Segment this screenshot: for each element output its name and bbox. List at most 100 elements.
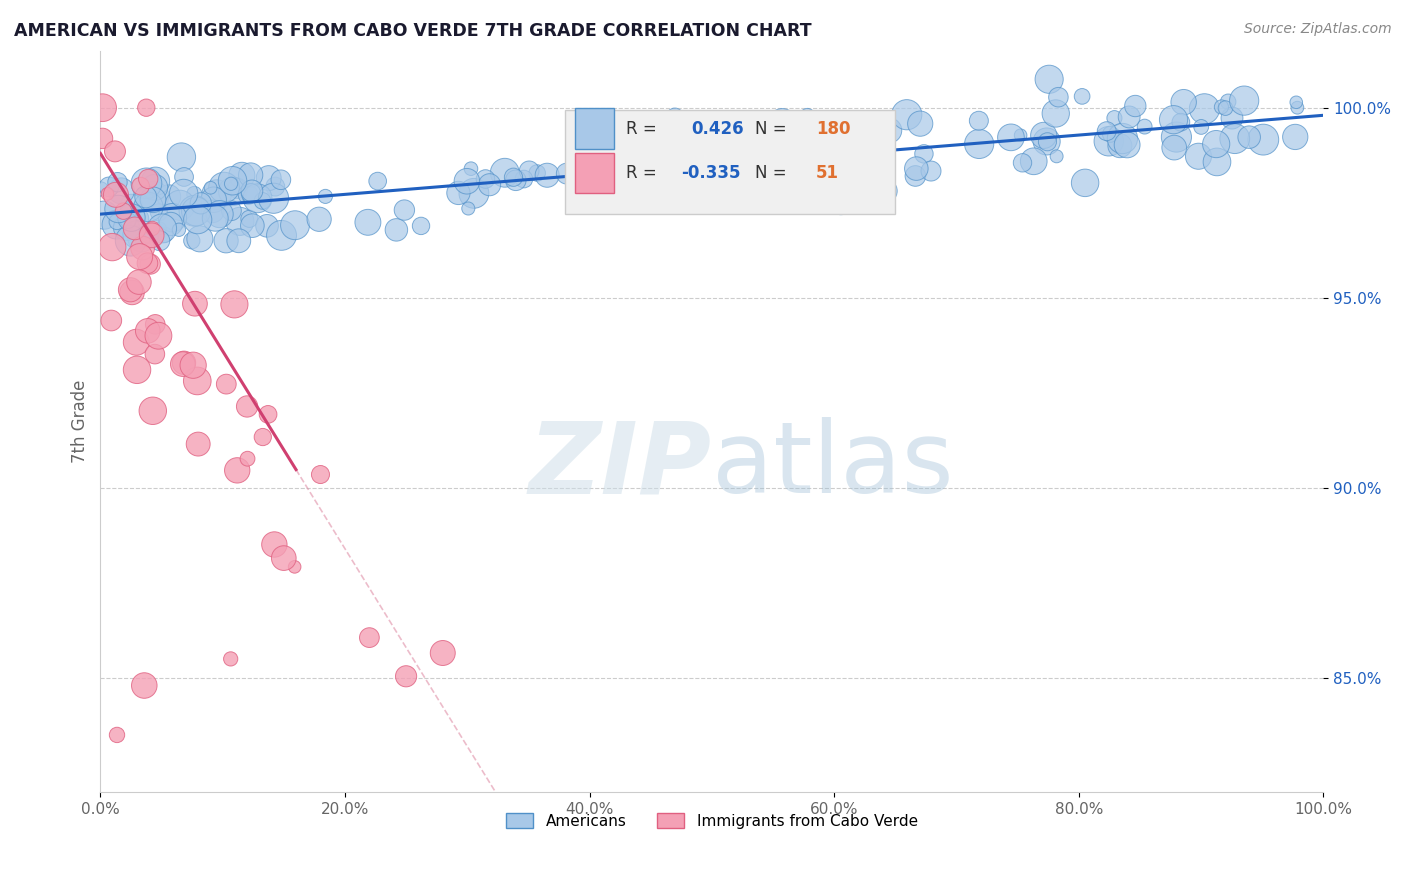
Text: R =: R = bbox=[626, 164, 662, 182]
Point bbox=[821, 143, 844, 157]
Point bbox=[830, 195, 852, 210]
Point bbox=[180, 234, 202, 248]
Point bbox=[173, 186, 195, 201]
Point bbox=[252, 430, 274, 444]
Point bbox=[240, 219, 263, 233]
Legend: Americans, Immigrants from Cabo Verde: Americans, Immigrants from Cabo Verde bbox=[498, 805, 925, 836]
Text: N =: N = bbox=[755, 120, 792, 137]
Point bbox=[967, 113, 990, 128]
Point bbox=[1046, 149, 1069, 163]
Point bbox=[838, 169, 860, 183]
Point bbox=[1111, 131, 1133, 145]
Point bbox=[139, 257, 162, 271]
Point bbox=[1108, 138, 1130, 153]
Point bbox=[284, 559, 307, 574]
Point bbox=[1251, 133, 1274, 147]
Point bbox=[1098, 134, 1121, 148]
Point bbox=[202, 193, 225, 207]
Point bbox=[138, 200, 160, 214]
Point bbox=[104, 187, 127, 202]
Point bbox=[157, 189, 180, 203]
Point bbox=[143, 347, 166, 361]
Point bbox=[181, 358, 204, 372]
Point bbox=[117, 213, 139, 227]
Point bbox=[125, 363, 148, 377]
Point bbox=[875, 184, 897, 198]
Point bbox=[394, 203, 416, 218]
Point bbox=[1173, 95, 1195, 110]
Text: AMERICAN VS IMMIGRANTS FROM CABO VERDE 7TH GRADE CORRELATION CHART: AMERICAN VS IMMIGRANTS FROM CABO VERDE 7… bbox=[14, 22, 811, 40]
Point bbox=[1071, 89, 1094, 103]
Point bbox=[141, 221, 163, 235]
Point bbox=[112, 204, 135, 219]
Point bbox=[125, 335, 148, 350]
Point bbox=[184, 296, 207, 310]
Point bbox=[1010, 128, 1032, 143]
Point bbox=[273, 551, 295, 566]
Point bbox=[115, 220, 138, 235]
Point bbox=[1116, 137, 1139, 152]
Point bbox=[91, 101, 114, 115]
Point bbox=[236, 451, 259, 466]
Text: N =: N = bbox=[755, 164, 792, 182]
Point bbox=[263, 537, 285, 551]
Point bbox=[460, 161, 482, 176]
Point bbox=[270, 173, 292, 187]
Point bbox=[252, 194, 274, 208]
Point bbox=[97, 179, 120, 194]
Point bbox=[201, 204, 224, 219]
Point bbox=[120, 211, 142, 225]
Point bbox=[96, 186, 118, 201]
Point bbox=[257, 171, 280, 186]
Point bbox=[1189, 120, 1212, 134]
Point bbox=[284, 218, 307, 232]
Point bbox=[1000, 130, 1022, 145]
Point bbox=[91, 131, 114, 145]
Point bbox=[657, 187, 679, 202]
Point bbox=[770, 116, 793, 130]
Point bbox=[107, 202, 129, 216]
Point bbox=[149, 221, 172, 235]
Point bbox=[1170, 115, 1192, 129]
Point bbox=[717, 146, 740, 161]
Point bbox=[128, 250, 150, 264]
Point bbox=[138, 227, 160, 241]
Point bbox=[314, 189, 336, 203]
Point bbox=[187, 212, 209, 227]
Point bbox=[780, 127, 803, 141]
Point bbox=[1133, 120, 1156, 134]
Point bbox=[1284, 130, 1306, 145]
Point bbox=[1036, 135, 1059, 149]
Point bbox=[1211, 100, 1233, 114]
Text: R =: R = bbox=[626, 120, 662, 137]
Point bbox=[1205, 137, 1227, 152]
Point bbox=[1163, 140, 1185, 154]
Point bbox=[257, 408, 280, 422]
Point bbox=[1118, 110, 1140, 124]
Point bbox=[101, 240, 124, 254]
Point bbox=[877, 123, 900, 137]
Point bbox=[1011, 156, 1033, 170]
Point bbox=[226, 463, 249, 477]
Point bbox=[226, 181, 249, 195]
Point bbox=[236, 187, 259, 202]
Point bbox=[357, 215, 380, 229]
Point bbox=[1104, 111, 1126, 125]
Point bbox=[912, 147, 935, 161]
Text: Source: ZipAtlas.com: Source: ZipAtlas.com bbox=[1244, 22, 1392, 37]
Point bbox=[145, 174, 167, 188]
Point bbox=[183, 203, 205, 218]
Point bbox=[1218, 95, 1240, 109]
Point bbox=[141, 228, 163, 243]
Point bbox=[104, 145, 127, 159]
Point bbox=[93, 208, 115, 222]
Point bbox=[308, 212, 330, 227]
Point bbox=[228, 234, 250, 248]
Text: 0.426: 0.426 bbox=[690, 120, 744, 137]
Point bbox=[741, 160, 763, 174]
Text: 180: 180 bbox=[815, 120, 851, 137]
Point bbox=[148, 328, 170, 343]
Point bbox=[1035, 135, 1057, 149]
Point bbox=[868, 141, 890, 155]
Point bbox=[205, 187, 228, 202]
